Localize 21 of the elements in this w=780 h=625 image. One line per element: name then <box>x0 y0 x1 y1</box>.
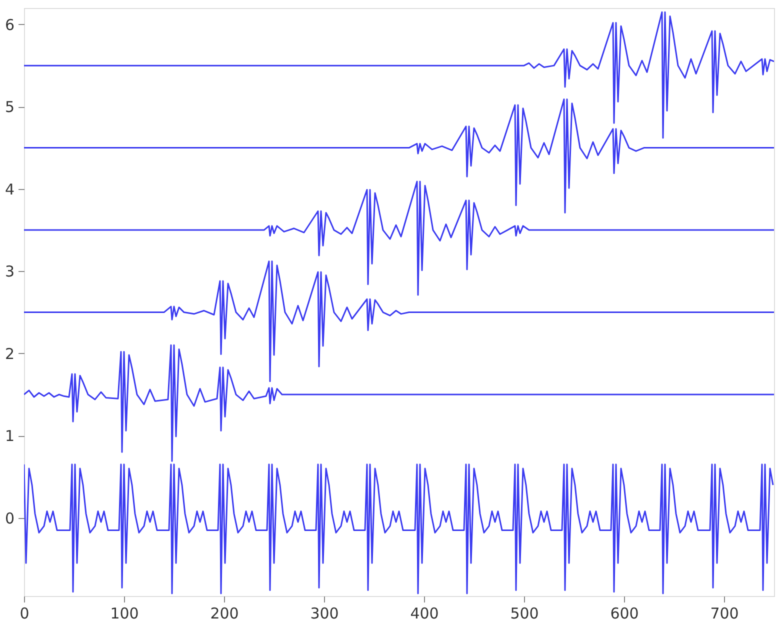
y-tick-label: 0 <box>4 509 14 528</box>
line-series <box>24 260 774 382</box>
x-tick-label: 500 <box>510 604 539 622</box>
y-tick-label: 6 <box>4 16 14 34</box>
x-tick-label: 300 <box>310 604 339 622</box>
x-tick-label: 700 <box>710 604 739 622</box>
x-tick-label: 0 <box>20 604 30 622</box>
line-series <box>24 464 774 594</box>
line-series <box>24 11 774 139</box>
x-tick-label: 200 <box>210 604 239 622</box>
x-tick-label: 100 <box>110 604 139 622</box>
x-tick-label: 400 <box>410 604 439 622</box>
line-series <box>24 180 774 296</box>
x-tick-label: 600 <box>610 604 639 622</box>
y-tick-label: 1 <box>4 427 14 446</box>
y-tick-label: 4 <box>4 180 14 198</box>
line-series <box>24 344 774 462</box>
line-series <box>24 98 774 214</box>
y-tick-label: 5 <box>4 98 14 116</box>
y-tick-label: 2 <box>4 344 14 363</box>
y-tick-label: 3 <box>4 262 14 281</box>
